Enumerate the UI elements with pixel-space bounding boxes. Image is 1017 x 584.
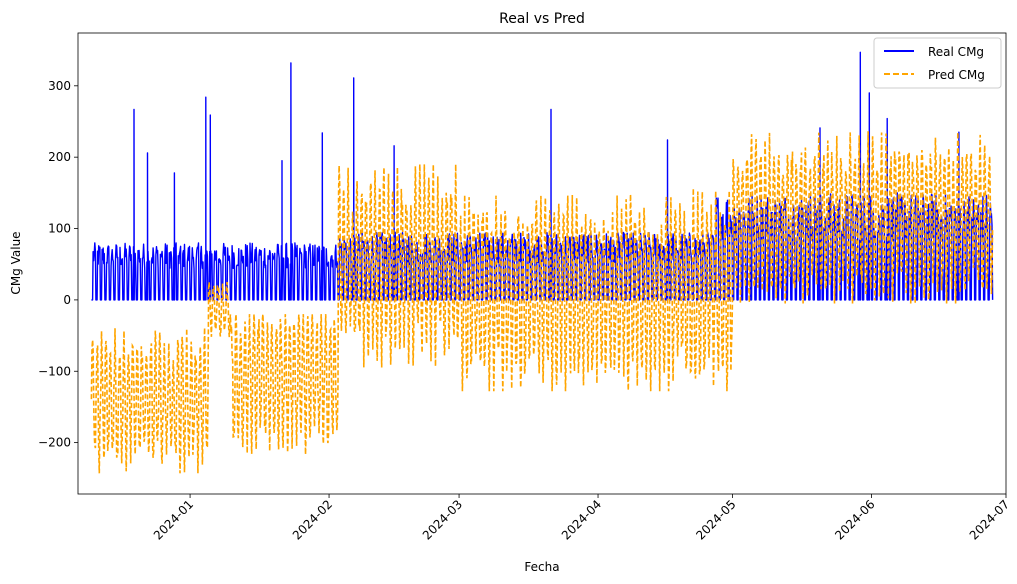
y-tick-label: 100 — [48, 222, 71, 236]
legend: Real CMg Pred CMg — [873, 37, 1002, 89]
y-axis-label: CMg Value — [9, 231, 23, 294]
x-axis-label: Fecha — [524, 560, 559, 574]
plot-area-frame — [77, 32, 1007, 495]
legend-label-pred: Pred CMg — [928, 68, 985, 82]
y-tick-label: −200 — [38, 436, 71, 450]
y-tick-label: 200 — [48, 150, 71, 164]
y-tick-label: 300 — [48, 79, 71, 93]
series-pred-cmg-line — [90, 131, 994, 474]
legend-label-real: Real CMg — [928, 45, 984, 59]
y-axis: −200 −100 0 100 200 300 — [38, 79, 78, 450]
y-tick-label: −100 — [38, 364, 71, 378]
y-tick-label: 0 — [63, 293, 71, 307]
pred-cmg-path — [90, 131, 994, 474]
chart-title: Real vs Pred — [499, 11, 585, 27]
